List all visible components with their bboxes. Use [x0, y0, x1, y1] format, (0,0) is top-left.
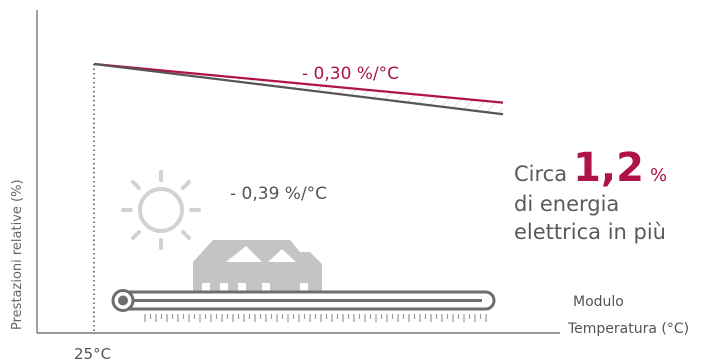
- x-tick-label-25c: 25°C: [74, 345, 111, 363]
- x-axis-label-line2: Temperatura (°C): [567, 321, 689, 337]
- callout-line3: elettrica in più: [514, 220, 666, 244]
- callout-value: 1,2: [573, 145, 644, 191]
- callout-line2: di energia: [514, 192, 620, 216]
- thermometer-icon: [111, 289, 496, 322]
- callout-prefix: Circa: [514, 162, 568, 186]
- house-icon: [193, 240, 322, 292]
- series-label-039: - 0,39 %/°C: [230, 184, 327, 204]
- callout-row-value: Circa 1,2 %: [514, 148, 702, 190]
- y-axis-label: Prestazioni relative (%): [10, 179, 25, 330]
- series-label-030: - 0,30 %/°C: [302, 64, 399, 84]
- series-line-030: [93, 62, 504, 104]
- energy-gain-callout: Circa 1,2 % di energia elettrica in più: [514, 148, 702, 246]
- x-axis-label-line1: Modulo: [573, 294, 624, 310]
- series-line-039: [93, 62, 504, 116]
- callout-unit: %: [649, 165, 668, 186]
- sun-icon: [121, 170, 201, 250]
